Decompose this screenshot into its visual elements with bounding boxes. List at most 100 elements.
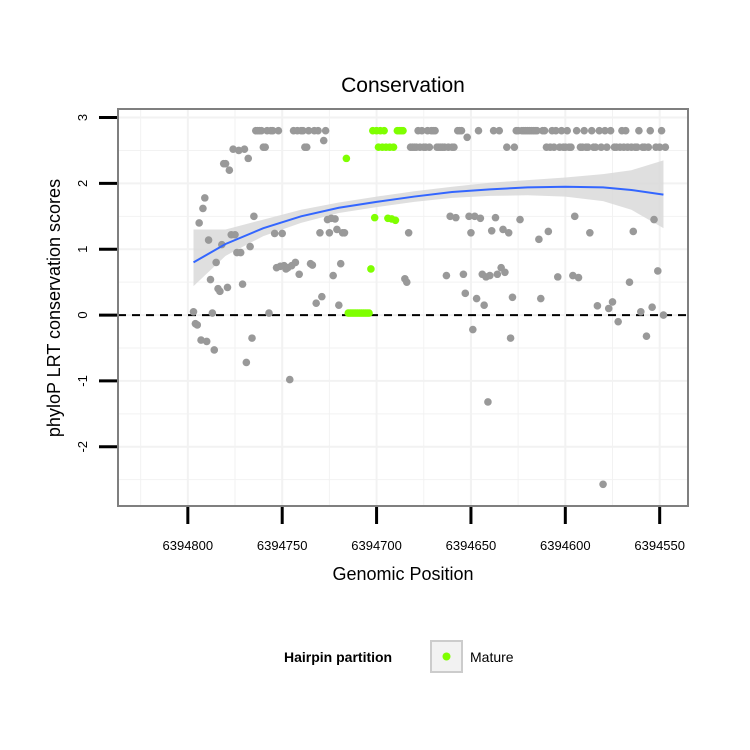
data-point bbox=[316, 228, 324, 237]
data-point bbox=[587, 126, 596, 135]
legend-mature-marker bbox=[442, 652, 451, 661]
data-point bbox=[553, 273, 562, 281]
data-point bbox=[465, 212, 473, 221]
y-tick-label: 1 bbox=[75, 246, 90, 253]
data-point bbox=[655, 143, 664, 151]
data-point bbox=[302, 143, 311, 151]
data-point bbox=[240, 145, 249, 153]
data-point bbox=[199, 204, 207, 213]
data-point bbox=[637, 307, 645, 316]
confidence-band-area bbox=[193, 160, 664, 287]
data-point-mature bbox=[342, 154, 351, 163]
data-point bbox=[472, 294, 481, 303]
data-point bbox=[229, 145, 237, 153]
data-point bbox=[533, 126, 541, 135]
data-point bbox=[236, 248, 245, 257]
data-point bbox=[510, 143, 519, 151]
data-point-mature bbox=[389, 143, 398, 151]
data-point bbox=[584, 143, 592, 151]
data-point bbox=[661, 143, 670, 151]
data-point bbox=[189, 307, 198, 316]
data-point bbox=[446, 212, 454, 221]
data-point-mature bbox=[380, 126, 388, 135]
data-point bbox=[304, 126, 313, 135]
data-point bbox=[540, 126, 549, 135]
data-point bbox=[418, 126, 426, 135]
data-point bbox=[325, 228, 334, 237]
data-point bbox=[493, 270, 502, 279]
data-point bbox=[557, 126, 566, 135]
data-point bbox=[299, 126, 307, 135]
data-point bbox=[225, 166, 234, 175]
data-point bbox=[208, 309, 217, 317]
data-point bbox=[318, 292, 326, 301]
data-point bbox=[312, 299, 320, 308]
data-point bbox=[459, 270, 468, 279]
x-axis-title: Genomic Position bbox=[332, 564, 473, 584]
data-point bbox=[599, 480, 607, 489]
data-point bbox=[321, 126, 330, 135]
data-point bbox=[508, 293, 517, 302]
data-point bbox=[265, 309, 273, 317]
data-point bbox=[474, 126, 483, 135]
data-point bbox=[234, 146, 243, 155]
data-point bbox=[487, 226, 496, 235]
data-point bbox=[261, 143, 270, 151]
data-point bbox=[270, 229, 279, 238]
plot-panel bbox=[117, 108, 689, 507]
data-point bbox=[201, 194, 209, 202]
data-point bbox=[274, 126, 283, 135]
data-point bbox=[646, 126, 655, 135]
data-point bbox=[608, 298, 617, 306]
data-point bbox=[461, 289, 470, 298]
data-point bbox=[308, 261, 317, 269]
data-point bbox=[504, 228, 513, 237]
data-point bbox=[295, 270, 303, 279]
data-point bbox=[431, 126, 439, 135]
legend-label-mature: Mature bbox=[470, 649, 514, 665]
data-point bbox=[633, 143, 641, 151]
data-point bbox=[621, 126, 630, 135]
data-point bbox=[450, 143, 458, 151]
data-point bbox=[644, 143, 653, 151]
grid-lines bbox=[118, 109, 688, 506]
data-point bbox=[425, 143, 434, 151]
legend-title: Hairpin partition bbox=[284, 649, 392, 665]
data-point bbox=[593, 302, 602, 310]
data-point bbox=[574, 273, 583, 282]
data-point bbox=[484, 398, 492, 406]
data-point bbox=[404, 228, 413, 237]
data-point bbox=[597, 143, 605, 151]
data-point bbox=[250, 212, 258, 221]
x-tick-label: 6394650 bbox=[446, 538, 497, 553]
data-point bbox=[340, 228, 349, 237]
data-point-mature bbox=[399, 126, 407, 135]
points-other bbox=[189, 126, 670, 489]
data-point bbox=[442, 271, 451, 280]
data-point bbox=[244, 154, 253, 163]
data-point bbox=[603, 143, 611, 151]
x-tick-label: 6394550 bbox=[634, 538, 685, 553]
data-point bbox=[635, 126, 643, 135]
data-point bbox=[495, 126, 504, 135]
y-tick-label: -1 bbox=[75, 375, 90, 387]
data-point bbox=[210, 346, 219, 354]
x-tick-label: 6394750 bbox=[257, 538, 308, 553]
data-point bbox=[469, 325, 477, 334]
data-point bbox=[491, 213, 500, 222]
chart-title: Conservation bbox=[341, 74, 465, 97]
data-point bbox=[586, 228, 594, 237]
data-point bbox=[567, 143, 575, 151]
data-point bbox=[591, 143, 600, 151]
data-point bbox=[452, 213, 460, 222]
data-point bbox=[314, 126, 322, 135]
data-point bbox=[563, 126, 572, 135]
data-point-mature bbox=[365, 309, 373, 317]
data-point bbox=[257, 126, 266, 135]
y-axis-title: phyloP LRT conservation scores bbox=[44, 179, 64, 437]
data-point bbox=[268, 126, 277, 135]
data-point bbox=[604, 304, 613, 313]
data-point bbox=[457, 126, 466, 135]
x-tick-label: 6394800 bbox=[163, 538, 214, 553]
